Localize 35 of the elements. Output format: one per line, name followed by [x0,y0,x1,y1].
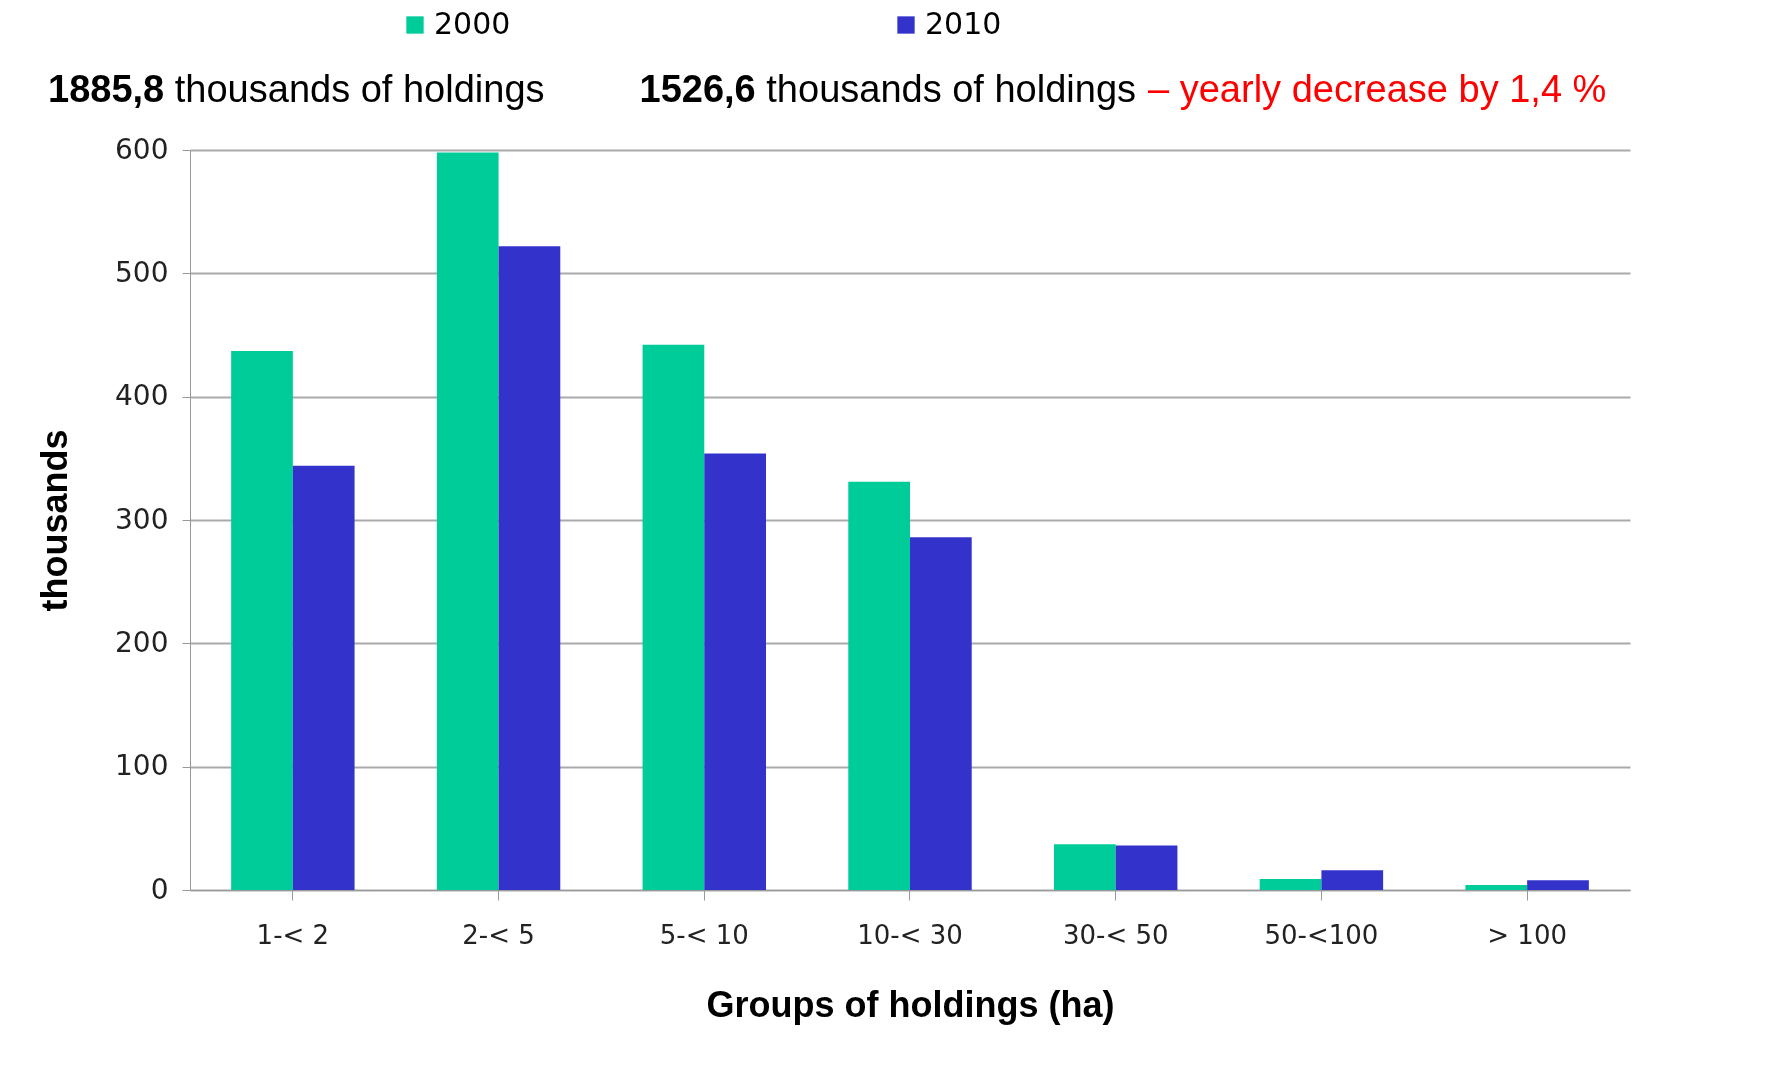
bar [642,344,705,890]
bar [498,246,561,890]
y-tick-label: 600 [115,132,169,166]
legend-label: 2010 [925,6,1002,41]
x-tick-label: > 100 [1487,919,1567,950]
x-tick-label: 2-< 5 [462,919,535,950]
y-tick-label: 500 [115,255,169,289]
x-axis-title: Groups of holdings (ha) [706,983,1115,1025]
y-tick-label: 300 [115,502,169,536]
bar [1321,870,1384,890]
bar [1259,878,1322,890]
bar [231,351,293,890]
text: 1885,8 thousands of holdings [48,68,545,111]
bar [1115,845,1178,890]
bar [1527,880,1589,890]
x-tick-label: 1-< 2 [256,919,330,950]
y-tick-label: 400 [115,379,169,413]
x-tick-label: 10-< 30 [857,919,963,950]
x-tick-label: 50-<100 [1264,919,1379,950]
y-tick-label: 100 [115,749,169,783]
legend-label: 2000 [434,6,511,41]
bar [1465,885,1528,890]
bar [436,152,499,890]
y-axis-title: thousands [34,429,76,612]
y-tick-label: 200 [115,625,169,659]
text: 1526,6 thousands of holdings [639,68,1137,111]
text: – yearly decrease by 1,4 % [1148,68,1607,111]
x-tick-label: 5-< 10 [659,919,749,950]
bar [292,465,355,890]
bar [1054,844,1116,890]
bar [704,453,766,890]
x-tick-label: 30-< 50 [1062,919,1169,950]
y-tick-label: 0 [150,872,169,906]
bar [848,481,910,890]
bar [910,537,972,890]
